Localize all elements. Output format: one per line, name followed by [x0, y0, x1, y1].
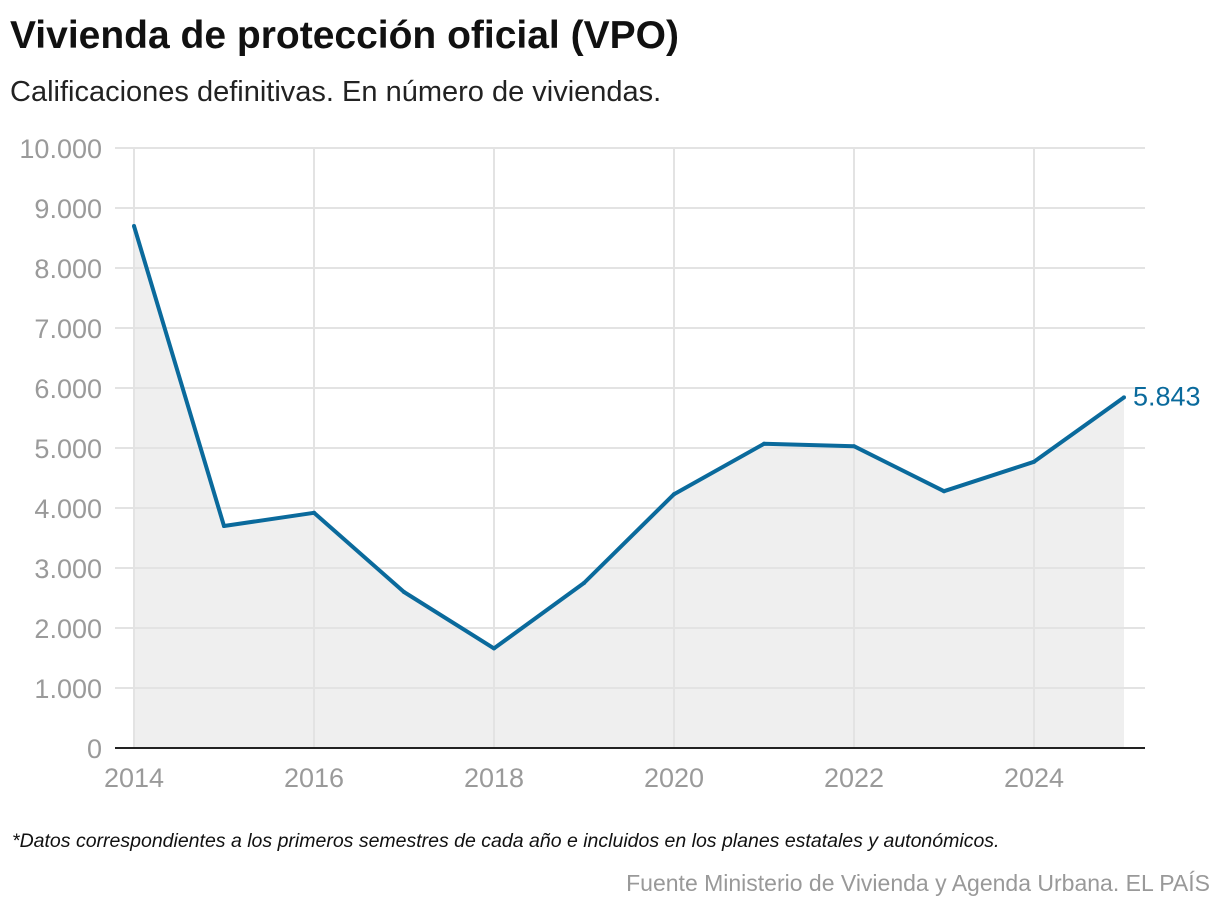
data-point [852, 444, 856, 449]
y-tick-label: 2.000 [34, 614, 102, 644]
data-point [1032, 459, 1036, 464]
y-tick-label: 0 [87, 734, 102, 764]
data-point [402, 590, 406, 594]
data-point [582, 581, 586, 585]
data-point [762, 441, 766, 446]
y-tick-label: 5.000 [34, 434, 102, 464]
data-point [672, 492, 676, 497]
source-credit: Fuente Ministerio de Vivienda y Agenda U… [626, 870, 1210, 896]
data-point [1122, 395, 1126, 400]
chart-subtitle: Calificaciones definitivas. En número de… [10, 76, 662, 108]
data-point [942, 489, 946, 494]
x-tick-label: 2014 [104, 763, 164, 793]
line-chart: 0 1.000 2.000 3.000 4.000 5.000 6.000 7.000 8.00… [19, 134, 1201, 793]
data-point [492, 646, 496, 651]
x-tick-label: 2022 [824, 763, 884, 793]
y-tick-label: 1.000 [34, 674, 102, 704]
y-tick-label: 8.000 [34, 254, 102, 284]
y-tick-label: 3.000 [34, 554, 102, 584]
y-tick-label: 4.000 [34, 494, 102, 524]
y-tick-label: 10.000 [19, 134, 102, 164]
data-point [132, 224, 136, 228]
data-point [312, 510, 316, 515]
chart-title: Vivienda de protección oficial (VPO) [10, 14, 679, 57]
y-tick-label: 9.000 [34, 194, 102, 224]
x-tick-label: 2020 [644, 763, 704, 793]
data-point [222, 524, 226, 528]
series-line [132, 225, 1126, 651]
y-tick-label: 6.000 [34, 374, 102, 404]
y-tick-label: 7.000 [34, 314, 102, 344]
x-tick-label: 2024 [1004, 763, 1064, 793]
footnote: *Datos correspondientes a los primeros s… [12, 830, 1000, 852]
end-value-label: 5.843 [1133, 381, 1201, 411]
area-fill [134, 226, 1124, 748]
x-tick-label: 2018 [464, 763, 524, 793]
x-tick-label: 2016 [284, 763, 344, 793]
